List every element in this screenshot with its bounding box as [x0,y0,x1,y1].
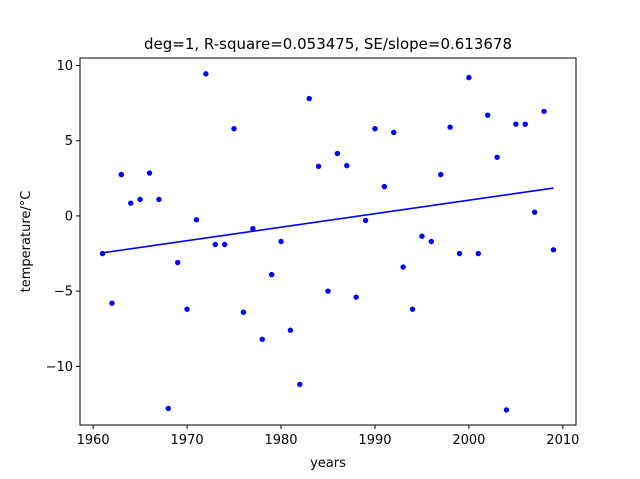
data-point [456,250,463,257]
data-point [466,74,472,81]
data-point [391,129,397,136]
data-point [137,196,143,203]
data-point [156,196,162,203]
data-point [109,300,115,306]
data-point [381,183,388,190]
fit-line [102,187,554,254]
data-point [184,306,190,312]
y-axis-label: temperature/°C [19,191,34,293]
data-point [315,163,322,169]
x-tick-label: 2000 [452,433,485,448]
data-point [428,238,435,245]
data-point [447,124,453,130]
x-tick-label: 1960 [77,433,110,448]
data-point [438,171,444,178]
x-axis-label: years [310,456,346,471]
data-point [128,200,134,206]
x-tick-label: 1970 [171,433,204,448]
data-point [485,112,491,118]
data-point [259,336,265,342]
data-point [240,309,247,315]
data-point [268,271,275,278]
chart-title: deg=1, R-square=0.053475, SE/slope=0.613… [144,35,512,53]
data-point [325,288,331,294]
data-point [522,121,528,127]
data-point [203,71,209,77]
data-point [175,259,181,266]
data-point [513,121,519,127]
data-point [165,405,171,412]
data-point [494,154,500,160]
data-point [221,241,228,248]
data-point [334,150,341,157]
data-point [344,162,350,169]
data-point [372,125,378,132]
y-tick-label: −10 [46,360,73,375]
data-point [118,171,125,178]
y-axis: 10 5 0 −5 −10 [46,59,80,375]
data-point [250,226,256,232]
data-point [231,125,237,132]
x-axis: 1960 1970 1980 1990 2000 2010 [77,425,579,448]
y-tick-label: 10 [56,59,73,74]
data-point [409,306,416,312]
data-point [362,217,369,224]
data-point [550,247,557,253]
data-point [400,264,406,270]
data-point [419,233,425,239]
y-tick-label: 5 [65,134,73,149]
plot-frame [79,57,577,426]
data-point [531,209,538,215]
x-tick-label: 2010 [546,433,579,448]
y-tick-label: −5 [54,285,73,300]
data-point [297,381,303,388]
data-point [503,407,510,413]
data-point [306,95,312,102]
y-tick-label: 0 [65,209,73,224]
data-point [193,216,200,223]
data-point [541,108,547,115]
data-point [353,294,359,300]
data-point [475,250,481,257]
data-point [99,250,106,257]
x-tick-label: 1980 [264,433,297,448]
x-tick-label: 1990 [358,433,391,448]
data-point [146,170,153,176]
data-point [212,241,218,248]
data-point [278,238,284,245]
data-point [287,327,294,333]
plot-area [99,71,557,413]
